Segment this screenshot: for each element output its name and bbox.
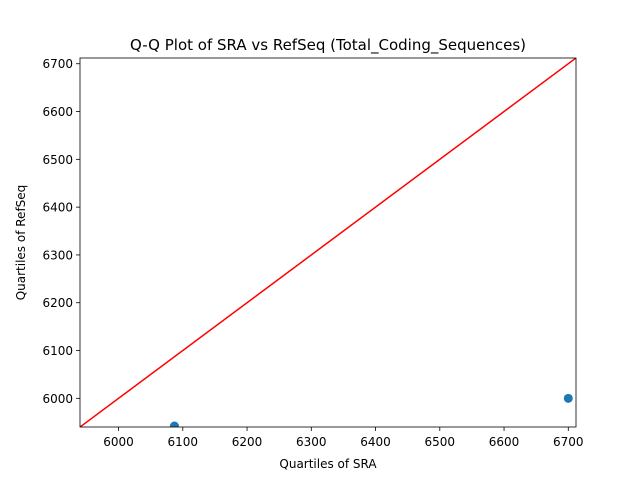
x-tick-label-6200: 6200 — [232, 435, 263, 449]
x-axis-ticks: 6000 6100 6200 6300 6400 6500 6600 6700 — [103, 427, 584, 449]
x-tick-label-6100: 6100 — [168, 435, 199, 449]
reference-line-layer — [80, 58, 576, 427]
y-tick-label-6400: 6400 — [42, 201, 73, 215]
x-tick-label-6600: 6600 — [489, 435, 520, 449]
x-tick-label-6300: 6300 — [296, 435, 327, 449]
x-tick-label-6000: 6000 — [103, 435, 134, 449]
y-tick-label-6100: 6100 — [42, 344, 73, 358]
plot-frame — [79, 57, 577, 428]
chart-title: Q-Q Plot of SRA vs RefSeq (Total_Coding_… — [130, 36, 526, 55]
x-tick-label-6500: 6500 — [425, 435, 456, 449]
data-point-1 — [169, 421, 179, 427]
x-tick-label-6400: 6400 — [360, 435, 391, 449]
y-axis-ticks: 6000 6100 6200 6300 6400 6500 6600 6700 — [42, 57, 80, 406]
y-tick-label-6000: 6000 — [42, 392, 73, 406]
points-layer — [169, 393, 573, 427]
y-tick-label-6600: 6600 — [42, 105, 73, 119]
x-tick-label-6700: 6700 — [553, 435, 584, 449]
y-tick-label-6200: 6200 — [42, 296, 73, 310]
y-tick-label-6300: 6300 — [42, 248, 73, 262]
reference-line — [80, 58, 576, 427]
data-point-2 — [563, 393, 573, 403]
x-axis-label: Quartiles of SRA — [279, 457, 377, 471]
y-axis-label: Quartiles of RefSeq — [14, 185, 28, 301]
y-tick-label-6500: 6500 — [42, 153, 73, 167]
y-tick-label-6700: 6700 — [42, 57, 73, 71]
